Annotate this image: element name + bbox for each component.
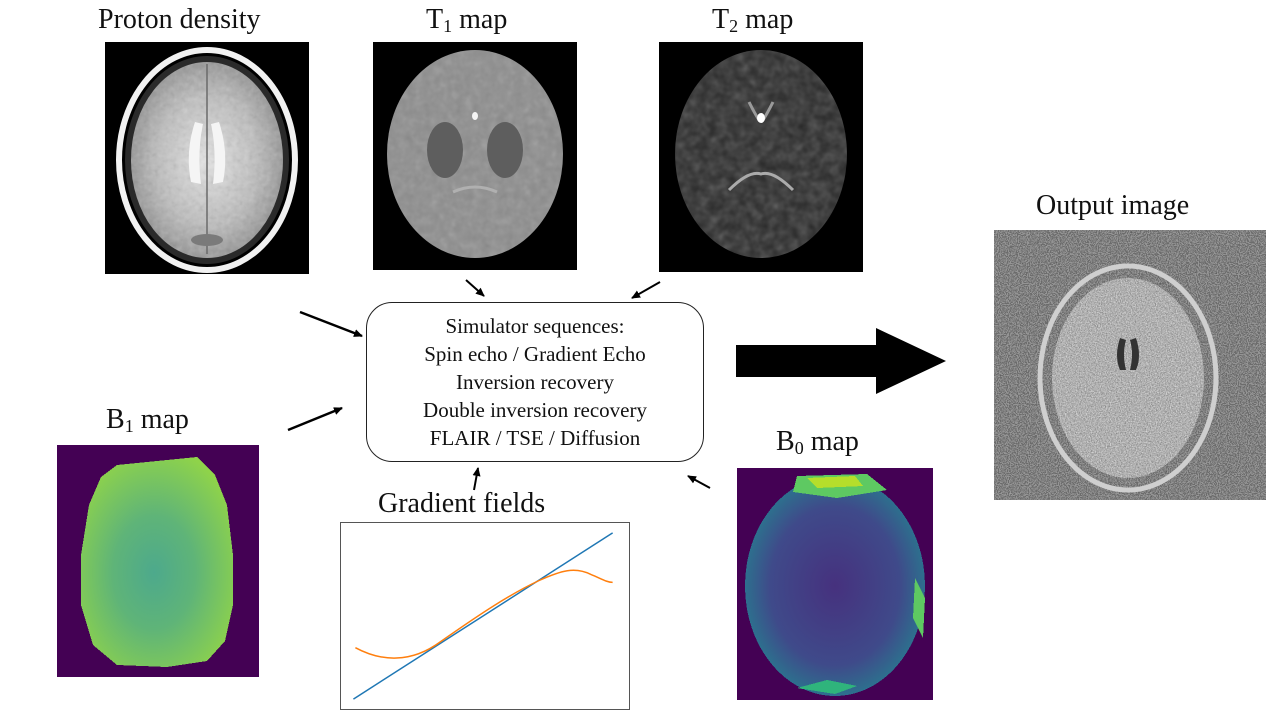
gradient-fields-label: Gradient fields <box>378 488 546 519</box>
arrow-gradient-fields <box>472 467 481 491</box>
b0-map-image <box>737 468 933 700</box>
arrow-b0-map <box>687 475 711 489</box>
t2-map-label: T2 map <box>712 4 794 36</box>
output-image <box>994 230 1266 500</box>
b1-suffix: map <box>133 404 189 435</box>
arrow-proton-density <box>299 310 363 338</box>
big-output-arrow <box>736 328 946 394</box>
b0-map-label: B0 map <box>776 426 859 458</box>
b1-map-image <box>57 445 259 677</box>
gradient-fields-plot <box>340 522 630 710</box>
sequence-spin-gradient-echo: Spin echo / Gradient Echo <box>424 342 646 366</box>
linear-gradient-line <box>353 532 614 700</box>
t2-map-image <box>659 42 863 272</box>
sequence-double-inversion-recovery: Double inversion recovery <box>423 398 647 422</box>
t1-suffix: map <box>452 4 508 35</box>
t1-subscript: 1 <box>443 16 453 36</box>
b1-letter: B <box>106 404 125 435</box>
t2-suffix: map <box>738 4 794 35</box>
b0-letter: B <box>776 426 795 457</box>
proton-density-label: Proton density <box>98 4 261 35</box>
simulator-title: Simulator sequences: <box>445 314 625 338</box>
b0-suffix: map <box>803 426 859 457</box>
arrow-b1-map <box>287 406 343 432</box>
t1-map-label: T1 map <box>426 4 508 36</box>
sequence-flair-tse-diffusion: FLAIR / TSE / Diffusion <box>429 426 641 450</box>
b1-map-label: B1 map <box>106 404 189 436</box>
b1-subscript: 1 <box>124 416 134 436</box>
nonlinear-gradient-curve <box>355 569 613 659</box>
arrow-t1-map <box>465 279 485 297</box>
t1-letter: T <box>426 4 444 35</box>
t1-map-image <box>373 42 577 270</box>
t2-letter: T <box>712 4 730 35</box>
sequence-inversion-recovery: Inversion recovery <box>455 370 614 394</box>
t2-subscript: 2 <box>729 16 739 36</box>
b0-subscript: 0 <box>794 438 804 458</box>
arrow-t2-map <box>631 281 661 299</box>
proton-density-image <box>105 42 309 274</box>
output-image-label: Output image <box>1036 190 1190 221</box>
simulator-sequences-box: Simulator sequences: Spin echo / Gradien… <box>366 302 704 462</box>
